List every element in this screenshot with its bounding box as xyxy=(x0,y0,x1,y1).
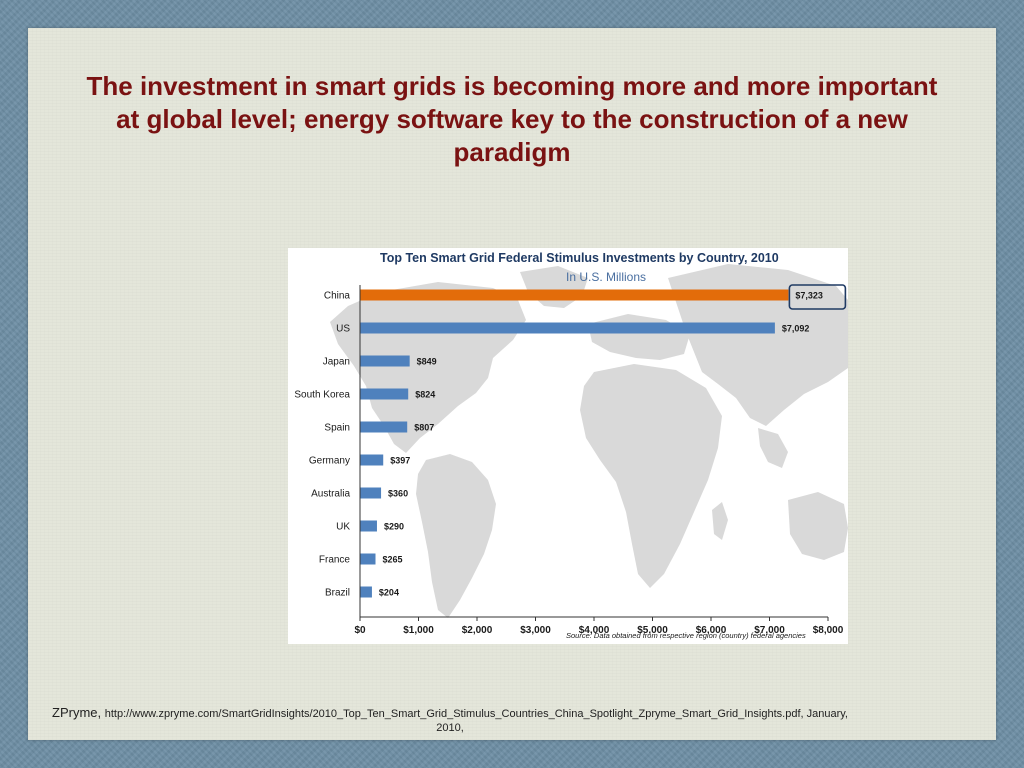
x-tick-label: $0 xyxy=(354,625,366,636)
category-label-south-korea: South Korea xyxy=(294,390,350,401)
x-tick-label: $6,000 xyxy=(696,625,727,636)
category-label-japan: Japan xyxy=(323,357,350,368)
bar-spain xyxy=(360,421,408,433)
slide-title: The investment in smart grids is becomin… xyxy=(0,70,1024,169)
x-tick-label: $7,000 xyxy=(754,625,785,636)
bar-south-korea xyxy=(360,388,409,400)
value-label-japan: $849 xyxy=(417,357,437,367)
x-axis: $0 $1,000 $2,000 $3,000 $4,000 $5,000 $6,000 $7… xyxy=(354,285,844,636)
category-label-germany: Germany xyxy=(309,456,350,467)
chart-image: Top Ten Smart Grid Federal Stimulus Inve… xyxy=(288,248,848,644)
value-label-australia: $360 xyxy=(388,489,408,499)
chart-source-note: Source: Data obtained from respective re… xyxy=(566,631,806,640)
bar-germany xyxy=(360,454,384,466)
category-label-spain: Spain xyxy=(324,423,350,434)
world-map-background xyxy=(330,264,848,618)
x-tick-label: $5,000 xyxy=(637,625,668,636)
category-label-uk: UK xyxy=(336,522,350,533)
value-label-spain: $807 xyxy=(414,423,434,433)
title-line-3: paradigm xyxy=(453,137,571,167)
x-tick-label: $1,000 xyxy=(403,625,434,636)
value-label-us: $7,092 xyxy=(782,324,810,334)
category-label-australia: Australia xyxy=(311,489,350,500)
value-label-germany: $397 xyxy=(390,456,410,466)
chart-subtitle: In U.S. Millions xyxy=(566,270,646,284)
bar-china xyxy=(360,289,789,301)
footer-year: 2010, xyxy=(436,722,464,734)
x-tick-label: $2,000 xyxy=(462,625,493,636)
source-citation: ZPryme, http://www.zpryme.com/SmartGridI… xyxy=(0,706,900,735)
footer-author: ZPryme, xyxy=(52,705,105,720)
value-label-china: $7,323 xyxy=(795,291,823,301)
category-label-us: US xyxy=(336,324,350,335)
x-tick-label: $8,000 xyxy=(813,625,844,636)
bar-uk xyxy=(360,520,377,532)
bar-australia xyxy=(360,487,382,499)
x-tick-label: $4,000 xyxy=(579,625,610,636)
value-label-france: $265 xyxy=(383,555,403,565)
value-label-south-korea: $824 xyxy=(415,390,435,400)
bar-us xyxy=(360,322,775,334)
category-label-china: China xyxy=(324,291,351,302)
bar-chart: Top Ten Smart Grid Federal Stimulus Inve… xyxy=(294,251,848,640)
highlight-box xyxy=(788,284,847,310)
bar-japan xyxy=(360,355,410,367)
bars-layer: China $7,323 US $7,092 Japan $849 South Korea $… xyxy=(294,284,847,599)
x-tick-label: $3,000 xyxy=(520,625,551,636)
footer-url: http://www.zpryme.com/SmartGridInsights/… xyxy=(104,708,848,720)
category-label-france: France xyxy=(319,555,351,566)
value-label-uk: $290 xyxy=(384,522,404,532)
title-line-1: The investment in smart grids is becomin… xyxy=(86,71,938,101)
category-label-brazil: Brazil xyxy=(325,588,350,599)
bar-brazil xyxy=(360,586,372,598)
chart-title: Top Ten Smart Grid Federal Stimulus Inve… xyxy=(380,251,779,265)
bar-france xyxy=(360,553,376,565)
value-label-brazil: $204 xyxy=(379,588,399,598)
title-line-2: at global level; energy software key to … xyxy=(116,104,908,134)
